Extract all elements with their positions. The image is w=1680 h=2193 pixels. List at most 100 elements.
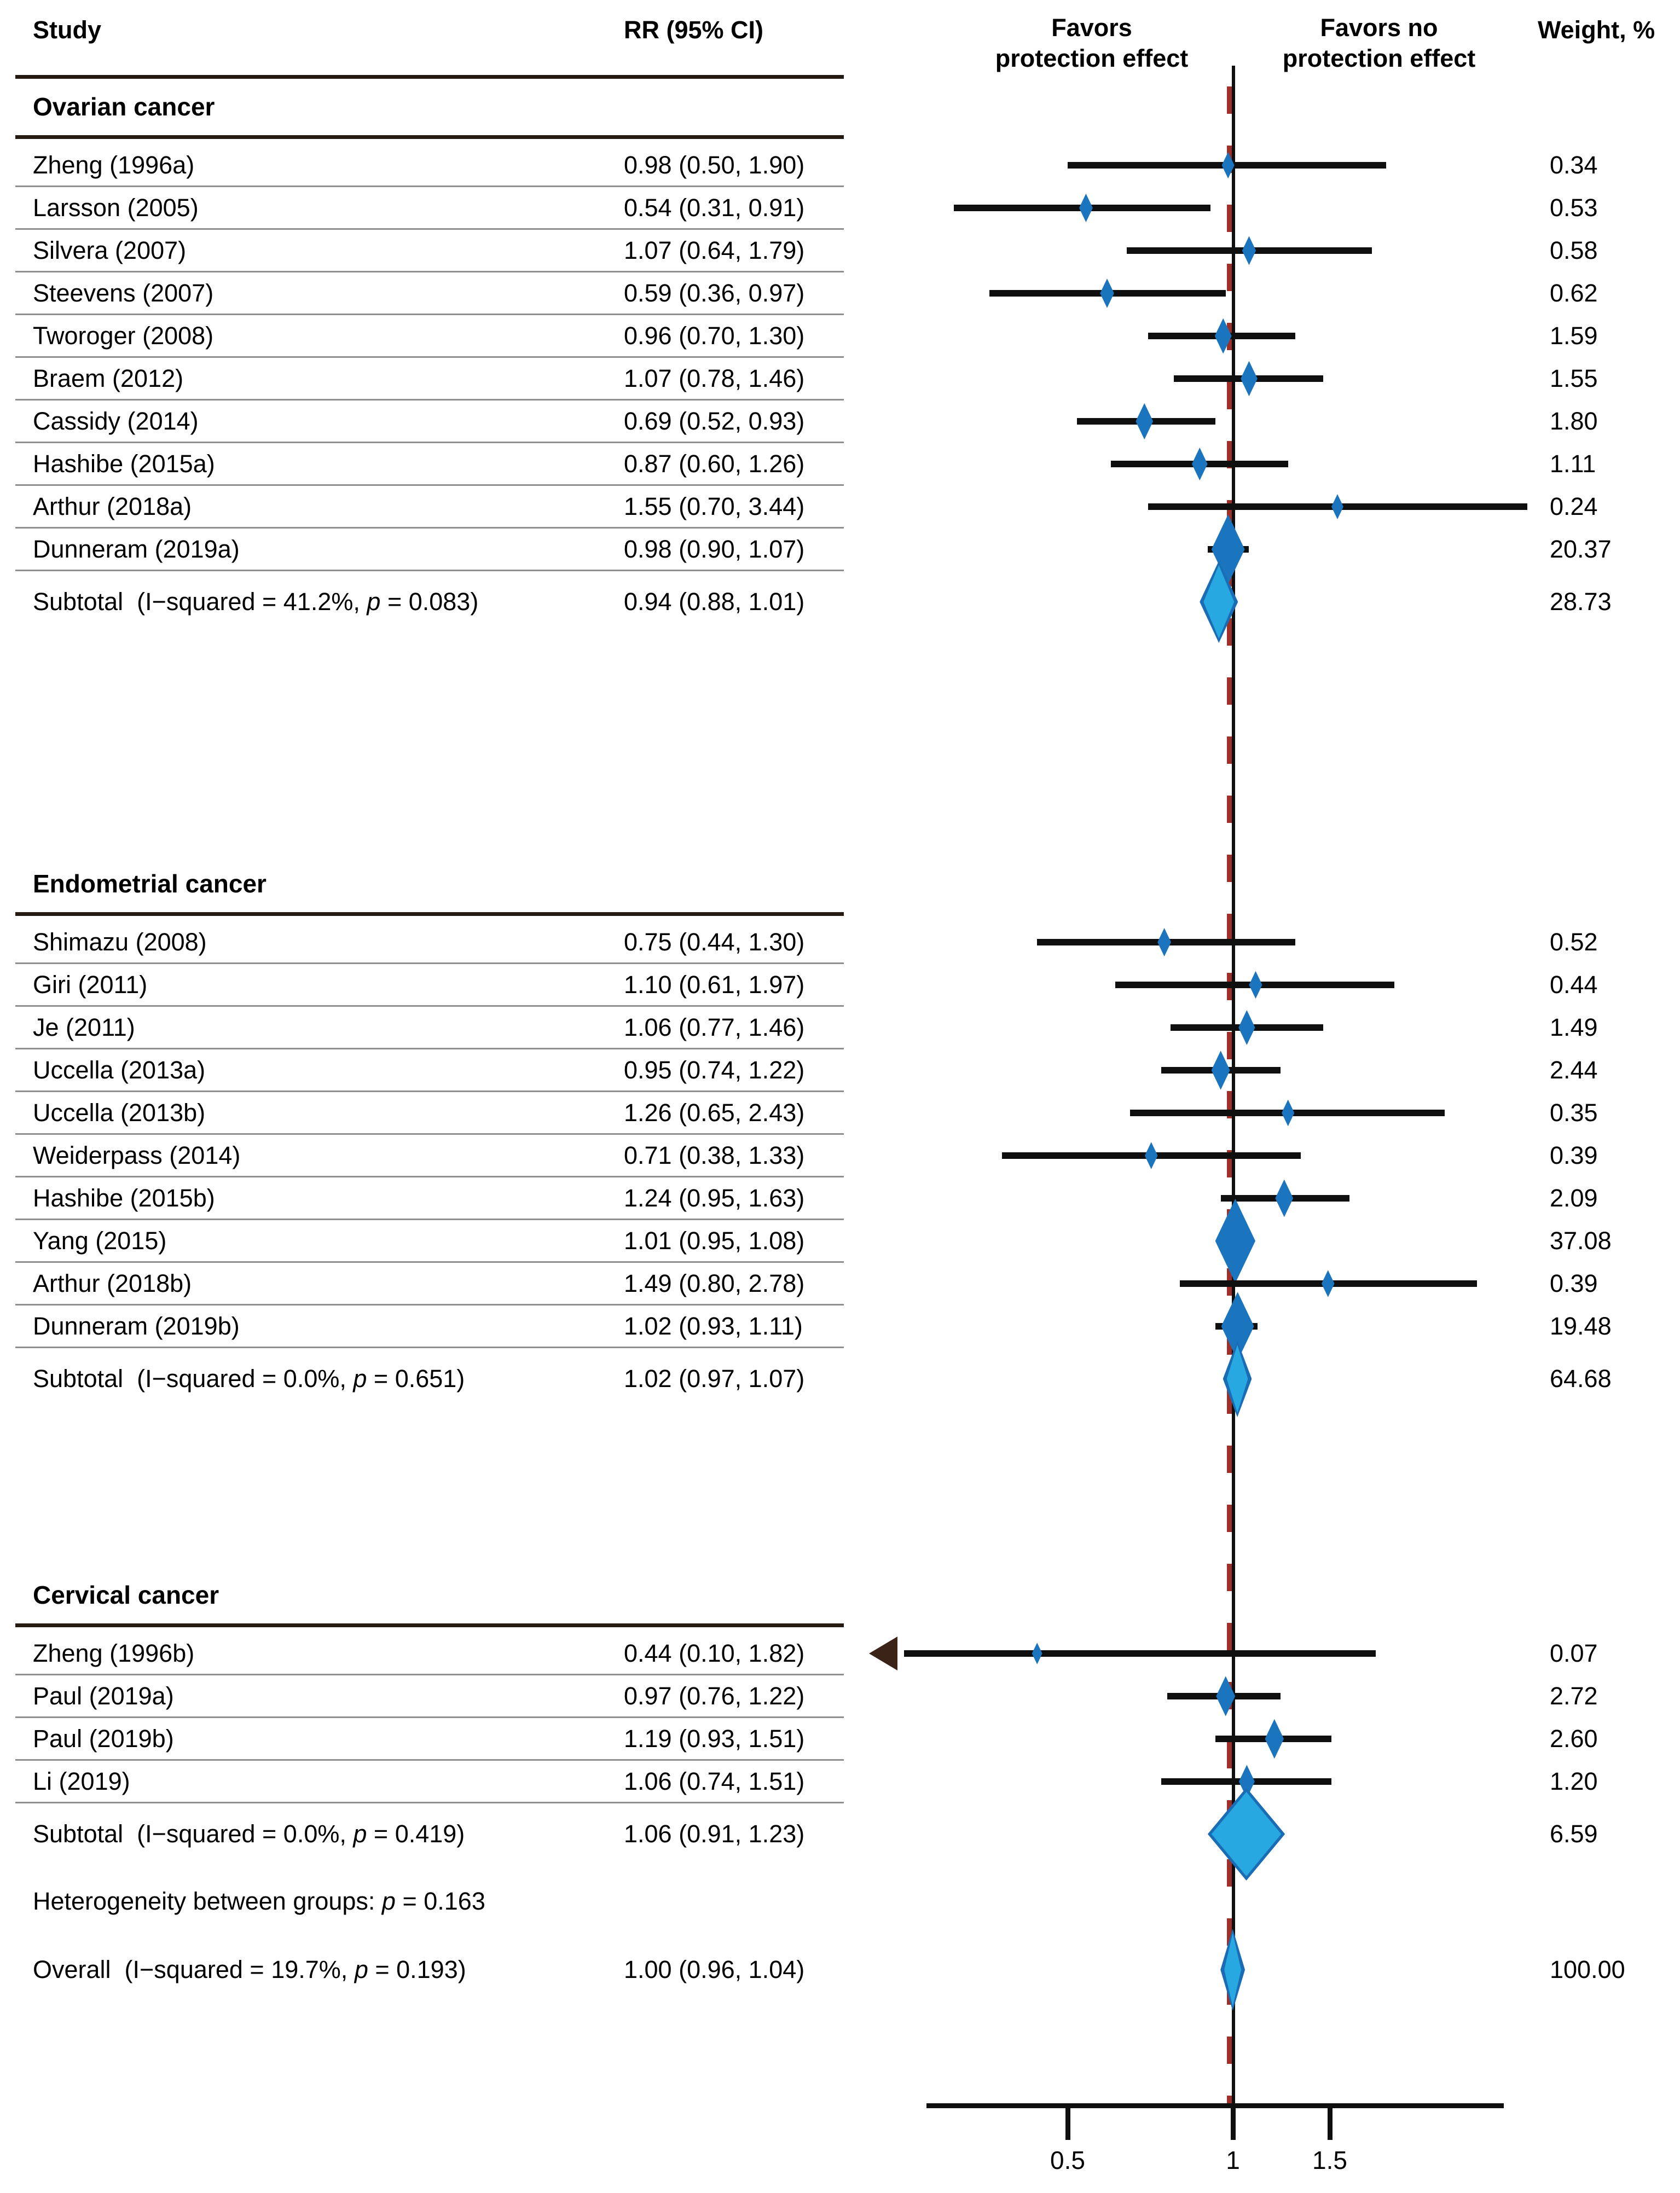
weight-value: 2.72: [1550, 1682, 1598, 1710]
weight-value: 2.60: [1550, 1725, 1598, 1753]
row-separator: [15, 962, 844, 964]
rr-value: 0.75 (0.44, 1.30): [624, 928, 805, 956]
group-rule: [15, 912, 844, 916]
rr-value: 0.69 (0.52, 0.93): [624, 407, 805, 435]
weight-value: 1.59: [1550, 322, 1598, 350]
rr-value: 0.98 (0.50, 1.90): [624, 151, 805, 179]
col-header-study: Study: [33, 16, 102, 44]
row-separator: [15, 442, 844, 443]
row-separator: [15, 356, 844, 358]
overall-estimate-dashed-line: [1227, 86, 1232, 2105]
row-separator: [15, 1048, 844, 1049]
study-label: Giri (2011): [33, 971, 148, 999]
rr-value: 0.59 (0.36, 0.97): [624, 279, 805, 307]
row-separator: [15, 1176, 844, 1177]
ci-bar: [904, 1650, 1376, 1657]
row-separator: [15, 228, 844, 230]
x-axis-line: [926, 2103, 1504, 2108]
weight-value: 1.80: [1550, 407, 1598, 435]
weight-value: 1.49: [1550, 1013, 1598, 1041]
rr-value: 1.19 (0.93, 1.51): [624, 1725, 805, 1753]
study-label: Arthur (2018a): [33, 492, 192, 520]
x-axis-tick-1: [1231, 2108, 1236, 2140]
study-label: Weiderpass (2014): [33, 1141, 241, 1169]
weight-value: 0.24: [1550, 492, 1598, 520]
rr-value: 0.44 (0.10, 1.82): [624, 1639, 805, 1667]
effect-diamond: [1157, 927, 1171, 956]
favors-protection-label-line2: protection effect: [995, 44, 1189, 72]
row-separator: [15, 570, 844, 571]
row-separator: [15, 185, 844, 187]
x-axis-tick-15: [1328, 2108, 1333, 2140]
effect-diamond: [1242, 236, 1256, 265]
null-effect-line: [1232, 66, 1235, 2105]
effect-diamond: [1275, 1179, 1294, 1217]
row-separator: [15, 399, 844, 401]
effect-diamond: [1032, 1643, 1042, 1664]
weight-value: 0.62: [1550, 279, 1598, 307]
weight-value: 0.07: [1550, 1639, 1598, 1667]
subtotal-label: Subtotal (I−squared = 0.0%, p = 0.419): [33, 1820, 465, 1848]
row-separator: [15, 1304, 844, 1306]
study-label: Hashibe (2015a): [33, 450, 215, 478]
weight-value: 0.39: [1550, 1141, 1598, 1169]
study-label: Uccella (2013a): [33, 1056, 206, 1084]
rr-value: 1.24 (0.95, 1.63): [624, 1184, 805, 1212]
favors-no-protection-label-line1: Favors no: [1320, 14, 1438, 42]
effect-diamond: [1192, 447, 1208, 481]
rr-value: 1.55 (0.70, 3.44): [624, 492, 805, 520]
study-label: Hashibe (2015b): [33, 1184, 215, 1212]
effect-diamond: [1249, 971, 1262, 999]
subtotal-weight-value: 28.73: [1550, 588, 1612, 616]
weight-value: 0.39: [1550, 1269, 1598, 1297]
weight-value: 1.20: [1550, 1767, 1598, 1795]
subtotal-label: Subtotal (I−squared = 41.2%, p = 0.083): [33, 588, 479, 616]
subtotal-weight-value: 64.68: [1550, 1365, 1612, 1393]
subtotal-rr-value: 1.06 (0.91, 1.23): [624, 1820, 805, 1848]
effect-diamond: [1241, 361, 1258, 397]
study-label: Braem (2012): [33, 364, 184, 392]
row-separator: [15, 1674, 844, 1675]
group-header: Endometrial cancer: [33, 869, 267, 898]
favors-no-protection-label-line2: protection effect: [1282, 44, 1476, 72]
weight-value: 2.09: [1550, 1184, 1598, 1212]
rr-value: 0.97 (0.76, 1.22): [624, 1682, 805, 1710]
rr-value: 1.07 (0.78, 1.46): [624, 364, 805, 392]
weight-value: 20.37: [1550, 535, 1612, 563]
rr-value: 0.54 (0.31, 0.91): [624, 194, 805, 222]
row-separator: [15, 1759, 844, 1761]
effect-diamond: [1144, 1142, 1158, 1169]
study-label: Paul (2019b): [33, 1725, 174, 1753]
group-header: Ovarian cancer: [33, 92, 215, 121]
weight-value: 0.52: [1550, 928, 1598, 956]
study-label: Je (2011): [33, 1013, 135, 1041]
rr-value: 1.01 (0.95, 1.08): [624, 1227, 805, 1255]
effect-diamond: [1331, 494, 1343, 519]
row-separator: [15, 484, 844, 486]
effect-diamond: [1221, 152, 1235, 179]
overall-label: Overall (I−squared = 19.7%, p = 0.193): [33, 1956, 466, 1983]
weight-value: 0.44: [1550, 971, 1598, 999]
group-header: Cervical cancer: [33, 1581, 219, 1609]
effect-diamond: [1321, 1270, 1335, 1297]
study-label: Dunneram (2019a): [33, 535, 240, 563]
rr-value: 0.71 (0.38, 1.33): [624, 1141, 805, 1169]
row-separator: [15, 1716, 844, 1718]
weight-value: 2.44: [1550, 1056, 1598, 1084]
col-header-rr: RR (95% CI): [624, 16, 764, 44]
x-axis-tick-label-1: 1: [1226, 2146, 1240, 2174]
row-separator: [15, 1261, 844, 1263]
rr-value: 0.87 (0.60, 1.26): [624, 450, 805, 478]
x-axis-tick-05: [1065, 2108, 1070, 2140]
weight-value: 0.58: [1550, 236, 1598, 264]
x-axis-tick-label-05: 0.5: [1050, 2146, 1085, 2174]
overall-rr-value: 1.00 (0.96, 1.04): [624, 1956, 805, 1983]
row-separator: [15, 1219, 844, 1220]
group-rule: [15, 135, 844, 139]
rr-value: 0.98 (0.90, 1.07): [624, 535, 805, 563]
x-axis-tick-label-15: 1.5: [1312, 2146, 1347, 2174]
row-separator: [15, 1133, 844, 1135]
row-separator: [15, 271, 844, 272]
row-separator: [15, 1005, 844, 1007]
